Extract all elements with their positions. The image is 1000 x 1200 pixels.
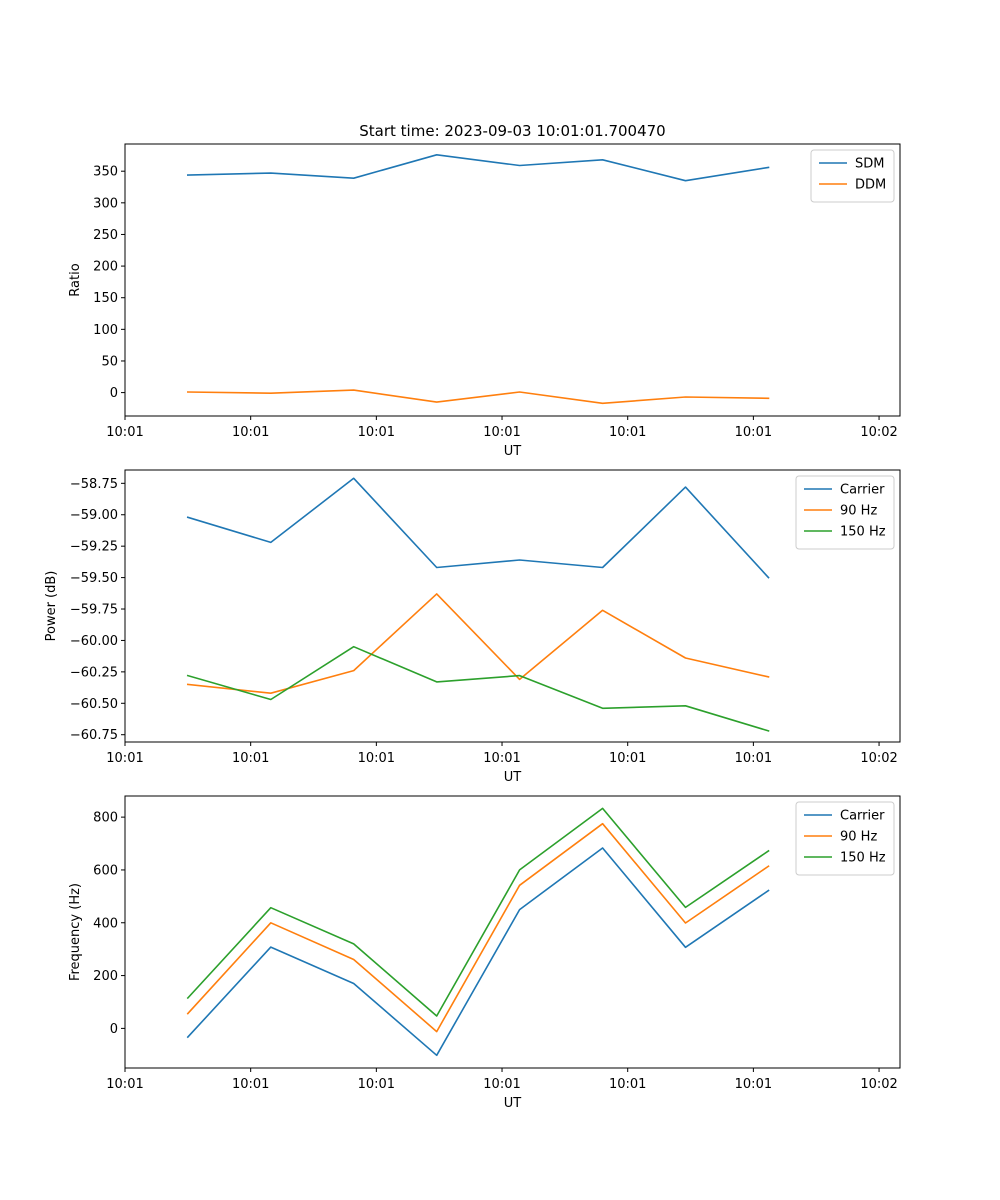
y-tick-label: −59.00: [70, 508, 118, 523]
y-axis-label: Power (dB): [44, 571, 59, 642]
x-tick-label: 10:01: [735, 425, 772, 440]
x-tick-label: 10:01: [735, 751, 772, 766]
legend-label: DDM: [855, 178, 886, 193]
series-line-90-hz: [186, 822, 770, 1033]
x-tick-label: 10:01: [609, 425, 646, 440]
chart-panel-3: 0 200 400 600 800 10:01 10:01 10:01 10:01 10:01 10…: [68, 795, 901, 1111]
legend-label: 90 Hz: [840, 504, 877, 519]
y-tick-label: 100: [93, 323, 118, 338]
y-tick-label: 300: [93, 196, 118, 211]
x-tick-label: 10:01: [609, 1077, 646, 1092]
chart-panel-2: −60.75 −60.50 −60.25 −60.00 −59.75 −59.50 −59.…: [44, 469, 901, 785]
y-tick-label: 600: [93, 863, 118, 878]
x-tick-label: 10:01: [483, 425, 520, 440]
y-tick-label: −59.25: [70, 540, 118, 555]
y-tick-label: −59.75: [70, 603, 118, 618]
x-tick-label: 10:01: [609, 751, 646, 766]
y-tick-label: 350: [93, 165, 118, 180]
legend: Carrier 90 Hz 150 Hz: [795, 475, 895, 550]
x-tick-label: 10:01: [232, 751, 269, 766]
chart-panel-1: 0 50 100 150 200 250 300 350 10:01 10:01 10:01 10:0…: [68, 143, 901, 459]
y-tick-label: 0: [110, 386, 118, 401]
series-line-carrier: [186, 477, 770, 579]
y-tick-label: 200: [93, 260, 118, 275]
y-tick-label: 800: [93, 811, 118, 826]
x-tick-label: 10:01: [232, 425, 269, 440]
x-tick-label: 10:02: [860, 425, 897, 440]
y-tick-label: −59.50: [70, 571, 118, 586]
axes-frame: [124, 469, 901, 743]
series-line-ddm: [186, 389, 770, 405]
y-tick-label: −60.50: [70, 697, 118, 712]
axes-frame: [124, 795, 901, 1069]
x-tick-label: 10:01: [483, 751, 520, 766]
figure-title: Start time: 2023-09-03 10:01:01.700470: [359, 122, 665, 140]
y-tick-label: 400: [93, 916, 118, 931]
x-tick-label: 10:01: [358, 1077, 395, 1092]
x-axis-label: UT: [504, 1096, 522, 1111]
y-axis-label: Ratio: [68, 263, 83, 296]
series-line-150-hz: [186, 645, 770, 732]
legend: SDM DDM: [810, 149, 895, 203]
series-line-carrier: [186, 847, 770, 1057]
x-axis-label: UT: [504, 444, 522, 459]
x-tick-label: 10:01: [232, 1077, 269, 1092]
axes-frame: [124, 143, 901, 417]
series-line-150-hz: [186, 807, 770, 1017]
y-tick-label: 250: [93, 228, 118, 243]
x-axis-label: UT: [504, 770, 522, 785]
legend-label: SDM: [855, 157, 884, 172]
y-tick-label: −60.75: [70, 728, 118, 743]
legend-label: Carrier: [840, 809, 885, 824]
legend-label: Carrier: [840, 483, 885, 498]
x-tick-label: 10:01: [106, 425, 143, 440]
series-line-sdm: [186, 154, 770, 182]
legend: Carrier 90 Hz 150 Hz: [795, 801, 895, 876]
x-tick-label: 10:02: [860, 1077, 897, 1092]
plots: 0 50 100 150 200 250 300 350 10:01 10:01 10:01 10:0…: [44, 143, 901, 1111]
y-tick-label: −60.00: [70, 634, 118, 649]
legend-label: 150 Hz: [840, 525, 886, 540]
y-tick-label: −60.25: [70, 665, 118, 680]
legend-label: 150 Hz: [840, 851, 886, 866]
series-line-90-hz: [186, 593, 770, 695]
x-tick-label: 10:01: [106, 751, 143, 766]
y-tick-label: 0: [110, 1022, 118, 1037]
x-tick-label: 10:01: [483, 1077, 520, 1092]
y-tick-label: 50: [101, 354, 118, 369]
x-tick-label: 10:01: [358, 751, 395, 766]
x-tick-label: 10:01: [735, 1077, 772, 1092]
y-tick-label: 150: [93, 291, 118, 306]
x-tick-label: 10:01: [358, 425, 395, 440]
y-tick-label: 200: [93, 969, 118, 984]
y-tick-label: −58.75: [70, 477, 118, 492]
legend-label: 90 Hz: [840, 830, 877, 845]
x-tick-label: 10:01: [106, 1077, 143, 1092]
y-axis-label: Frequency (Hz): [68, 883, 83, 981]
x-tick-label: 10:02: [860, 751, 897, 766]
